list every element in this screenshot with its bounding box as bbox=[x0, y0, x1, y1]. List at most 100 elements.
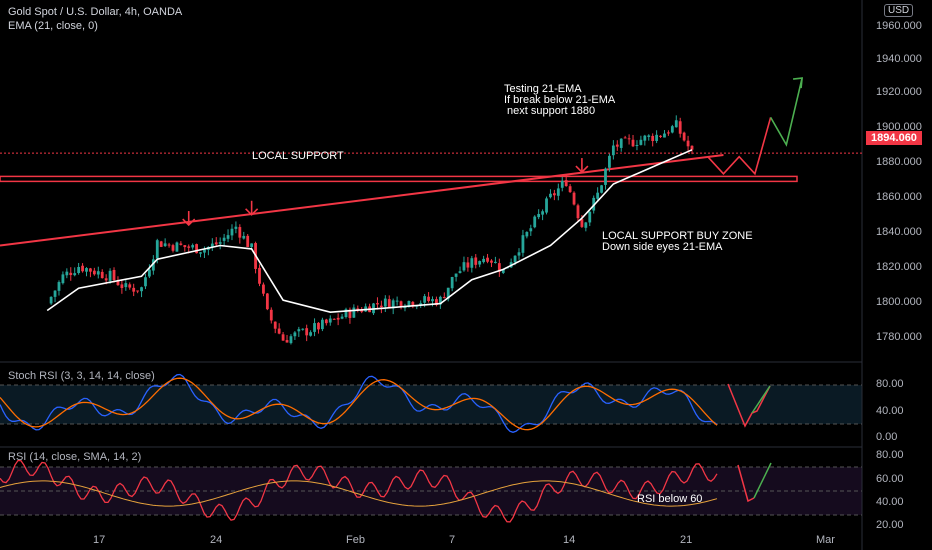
time-tick: 14 bbox=[563, 534, 576, 546]
candle-body bbox=[604, 168, 607, 185]
candle-body bbox=[678, 121, 682, 134]
rsi-title[interactable]: RSI (14, close, SMA, 14, 2) bbox=[8, 451, 142, 463]
time-tick: 17 bbox=[93, 534, 106, 546]
candle-body bbox=[313, 323, 316, 332]
currency-button[interactable]: USD bbox=[884, 4, 914, 17]
candle-body bbox=[61, 274, 65, 284]
candle-body bbox=[556, 188, 560, 196]
candle-body bbox=[92, 270, 96, 275]
candle-body bbox=[203, 249, 206, 253]
candle-body bbox=[494, 261, 497, 263]
current-price-label: 1894.060 bbox=[866, 131, 922, 145]
candle-body bbox=[230, 228, 234, 236]
candle-body bbox=[309, 332, 313, 336]
candle-body bbox=[584, 222, 588, 228]
candle-body bbox=[541, 211, 544, 215]
candle-body bbox=[572, 192, 576, 205]
rsi-tick: 40.00 bbox=[876, 496, 904, 508]
candle-body bbox=[576, 205, 580, 219]
candle-body bbox=[552, 193, 556, 196]
candle-body bbox=[470, 258, 474, 268]
candle-body bbox=[262, 284, 265, 294]
rsi-tick: 20.00 bbox=[876, 519, 904, 531]
candle-body bbox=[482, 258, 486, 263]
candle-body bbox=[513, 255, 517, 263]
candle-body bbox=[163, 243, 167, 247]
candle-body bbox=[435, 299, 438, 306]
marker-arrow-head bbox=[245, 208, 259, 216]
candle-body bbox=[175, 242, 179, 252]
candle-body bbox=[521, 235, 525, 253]
candle-body bbox=[89, 268, 92, 272]
price-tick: 1960.000 bbox=[876, 20, 922, 32]
candle-body bbox=[690, 145, 694, 150]
candle-body bbox=[486, 257, 489, 262]
candle-body bbox=[647, 135, 651, 137]
candle-body bbox=[77, 266, 81, 273]
candle-body bbox=[659, 135, 662, 137]
candle-body bbox=[560, 180, 564, 188]
candle-body bbox=[301, 328, 305, 330]
candle-body bbox=[427, 296, 430, 302]
candle-body bbox=[321, 319, 324, 330]
candle-body bbox=[454, 273, 458, 277]
candle-body bbox=[281, 334, 285, 341]
price-tick: 1920.000 bbox=[876, 86, 922, 98]
candle-body bbox=[623, 137, 627, 139]
candle-body bbox=[686, 140, 690, 147]
candle-body bbox=[258, 267, 261, 284]
candle-body bbox=[682, 132, 686, 141]
candle-body bbox=[108, 270, 112, 281]
candle-body bbox=[340, 316, 344, 319]
candle-body bbox=[159, 241, 163, 247]
candle-body bbox=[81, 265, 84, 272]
candle-body bbox=[116, 280, 120, 286]
stoch-rsi-title[interactable]: Stoch RSI (3, 3, 14, 14, close) bbox=[8, 370, 155, 382]
price-tick: 1940.000 bbox=[876, 53, 922, 65]
candle-body bbox=[403, 306, 407, 309]
candle-body bbox=[423, 296, 427, 303]
stoch-d-line bbox=[0, 377, 718, 431]
candle-body bbox=[352, 307, 356, 318]
candle-body bbox=[73, 273, 77, 276]
time-tick: 21 bbox=[680, 534, 693, 546]
stoch-rsi-pane bbox=[0, 373, 771, 433]
candle-body bbox=[285, 340, 289, 343]
candle-body bbox=[250, 243, 254, 247]
candle-body bbox=[167, 244, 171, 246]
time-tick: Feb bbox=[346, 534, 365, 546]
ema-legend[interactable]: EMA (21, close, 0) bbox=[8, 20, 98, 32]
candle-body bbox=[210, 243, 214, 247]
candle-body bbox=[627, 138, 631, 140]
candle-body bbox=[639, 139, 643, 145]
candle-body bbox=[458, 271, 462, 274]
candle-body bbox=[238, 227, 242, 238]
price-tick: 1900.000 bbox=[876, 121, 922, 133]
candle-body bbox=[336, 317, 340, 320]
candle-body bbox=[187, 246, 191, 248]
rsi-ma-line bbox=[0, 480, 718, 507]
candle-body bbox=[191, 245, 195, 248]
stoch-tick: 40.00 bbox=[876, 405, 904, 417]
candle-body bbox=[631, 139, 635, 147]
rsi-projection-up bbox=[753, 462, 772, 499]
candle-body bbox=[517, 252, 521, 256]
projection-down bbox=[707, 117, 772, 176]
candle-body bbox=[399, 301, 403, 308]
candle-body bbox=[466, 262, 470, 268]
candle-body bbox=[289, 336, 293, 344]
candle-body bbox=[450, 277, 454, 289]
candle-body bbox=[273, 321, 277, 329]
price-tick: 1800.000 bbox=[876, 296, 922, 308]
candle-body bbox=[151, 259, 155, 271]
candle-body bbox=[619, 138, 623, 148]
candle-body bbox=[442, 296, 446, 299]
local-support-zone bbox=[0, 175, 798, 183]
time-tick: Mar bbox=[816, 534, 835, 546]
chart-title: Gold Spot / U.S. Dollar, 4h, OANDA bbox=[8, 6, 183, 18]
candle-body bbox=[222, 237, 226, 241]
candle-body bbox=[564, 180, 568, 187]
stoch-tick: 0.00 bbox=[876, 431, 898, 443]
marker-arrow-head bbox=[182, 218, 196, 227]
